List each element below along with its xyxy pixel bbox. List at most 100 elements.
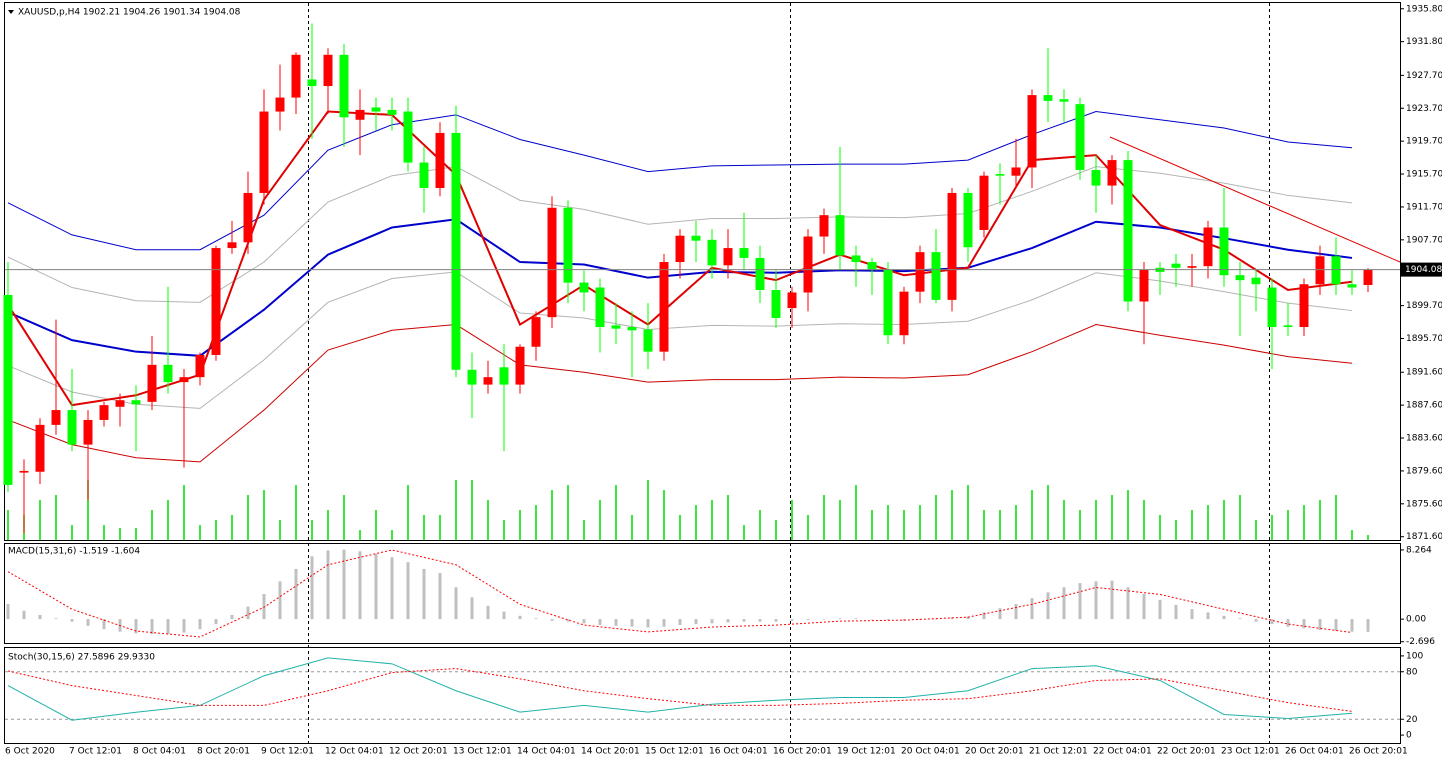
stoch-frame xyxy=(4,647,1401,744)
x-tick-label: 14 Oct 20:01 xyxy=(581,747,640,757)
candle-body xyxy=(211,248,221,355)
macd-bar xyxy=(678,619,682,625)
candle-body xyxy=(1251,277,1261,285)
candle-body xyxy=(1299,284,1309,328)
candle-body xyxy=(163,364,173,383)
macd-bar xyxy=(1046,592,1050,620)
y-tick-label: 1915.70 xyxy=(1406,170,1442,180)
macd-bar xyxy=(1286,619,1290,627)
macd-bar xyxy=(1142,594,1146,620)
y-tick-label: 1907.70 xyxy=(1406,235,1442,245)
candle-body xyxy=(1283,325,1293,328)
candle-body xyxy=(1075,104,1085,170)
y-tick-label: 1935.80 xyxy=(1406,4,1442,14)
candle-body xyxy=(227,242,237,249)
macd-frame xyxy=(4,543,1401,644)
candle-body xyxy=(275,97,285,112)
candle-body xyxy=(1139,269,1149,302)
macd-bar xyxy=(54,618,58,620)
macd-bar xyxy=(198,619,202,630)
candle-body xyxy=(963,192,973,248)
candle-body xyxy=(579,282,589,293)
candle-body xyxy=(1107,160,1117,186)
macd-bar xyxy=(742,619,746,622)
y-tick-label: 0.00 xyxy=(1406,615,1426,625)
macd-bar xyxy=(1206,612,1210,620)
x-tick-label: 19 Oct 12:01 xyxy=(837,747,896,757)
menu-arrow[interactable] xyxy=(8,10,14,14)
candle-body xyxy=(627,327,637,331)
candle-body xyxy=(1043,95,1053,101)
macd-bar xyxy=(534,618,538,620)
candle-body xyxy=(323,54,333,87)
candle-body xyxy=(1331,256,1341,285)
candle-body xyxy=(291,54,301,98)
macd-bar xyxy=(822,619,826,620)
candle-body xyxy=(659,262,669,352)
candle-body xyxy=(307,79,317,87)
macd-bar xyxy=(934,619,938,620)
macd-bar xyxy=(1094,581,1098,620)
x-tick-label: 16 Oct 04:01 xyxy=(709,747,768,757)
candle-body xyxy=(819,215,829,237)
macd-bar xyxy=(966,616,970,620)
macd-bar xyxy=(374,553,378,620)
macd-bar xyxy=(166,619,170,635)
macd-bar xyxy=(854,618,858,620)
y-tick-label: 1891.60 xyxy=(1406,368,1442,378)
y-tick-label: 1927.70 xyxy=(1406,71,1442,81)
main-frame xyxy=(4,2,1401,541)
macd-bar xyxy=(710,619,714,624)
y-tick-label: 1887.60 xyxy=(1406,401,1442,411)
x-tick-label: 20 Oct 04:01 xyxy=(901,747,960,757)
x-tick-label: 22 Oct 20:01 xyxy=(1157,747,1216,757)
candle-body xyxy=(755,257,765,291)
candle-body xyxy=(547,207,557,318)
macd-bar xyxy=(1302,619,1306,629)
macd-bar xyxy=(486,605,490,620)
macd-bar xyxy=(1110,580,1114,620)
macd-bar xyxy=(694,619,698,625)
x-tick-label: 8 Oct 20:01 xyxy=(197,747,250,757)
macd-bar xyxy=(1222,615,1226,620)
candle-body xyxy=(1091,169,1101,186)
candle-body xyxy=(451,132,461,370)
candle-body xyxy=(147,364,157,402)
macd-bar xyxy=(1014,604,1018,620)
macd-bar xyxy=(1030,598,1034,620)
macd-bar xyxy=(838,618,842,620)
candle-body xyxy=(1267,287,1277,328)
main-title: XAUUSD,p,H4 1902.21 1904.26 1901.34 1904… xyxy=(18,8,241,18)
macd-bar xyxy=(886,619,890,620)
candle-body xyxy=(1171,263,1181,268)
candle-body xyxy=(1235,275,1245,281)
macd-bar xyxy=(582,619,586,624)
macd-bar xyxy=(758,619,762,622)
macd-title: MACD(15,31,6) -1.519 -1.604 xyxy=(8,547,140,557)
candle-body xyxy=(243,192,253,243)
plot: 1935.80 1931.80 1927.70 1923.70 1919.70 1915.… xyxy=(3,4,1442,757)
macd-bar xyxy=(646,619,650,628)
candle-body xyxy=(387,109,397,115)
candle-body xyxy=(1203,227,1213,267)
macd-bar xyxy=(246,606,250,620)
candle-body xyxy=(1027,95,1037,168)
candle-body xyxy=(51,410,61,425)
macd-bar xyxy=(438,573,442,620)
y-tick-label: 1931.80 xyxy=(1406,37,1442,47)
candle-body xyxy=(1187,266,1197,268)
candle-body xyxy=(35,424,45,472)
macd-bar xyxy=(982,612,986,620)
candle-body xyxy=(419,162,429,189)
candle-body xyxy=(915,252,925,292)
candle-body xyxy=(563,207,573,283)
candle-body xyxy=(1347,284,1357,288)
macd-bar xyxy=(342,549,346,620)
y-tick-label: 1875.60 xyxy=(1406,499,1442,509)
macd-bar xyxy=(1366,619,1370,632)
macd-bar xyxy=(774,619,778,622)
macd-bar xyxy=(806,619,810,620)
macd-bar xyxy=(614,619,618,626)
candle-body xyxy=(707,239,717,266)
